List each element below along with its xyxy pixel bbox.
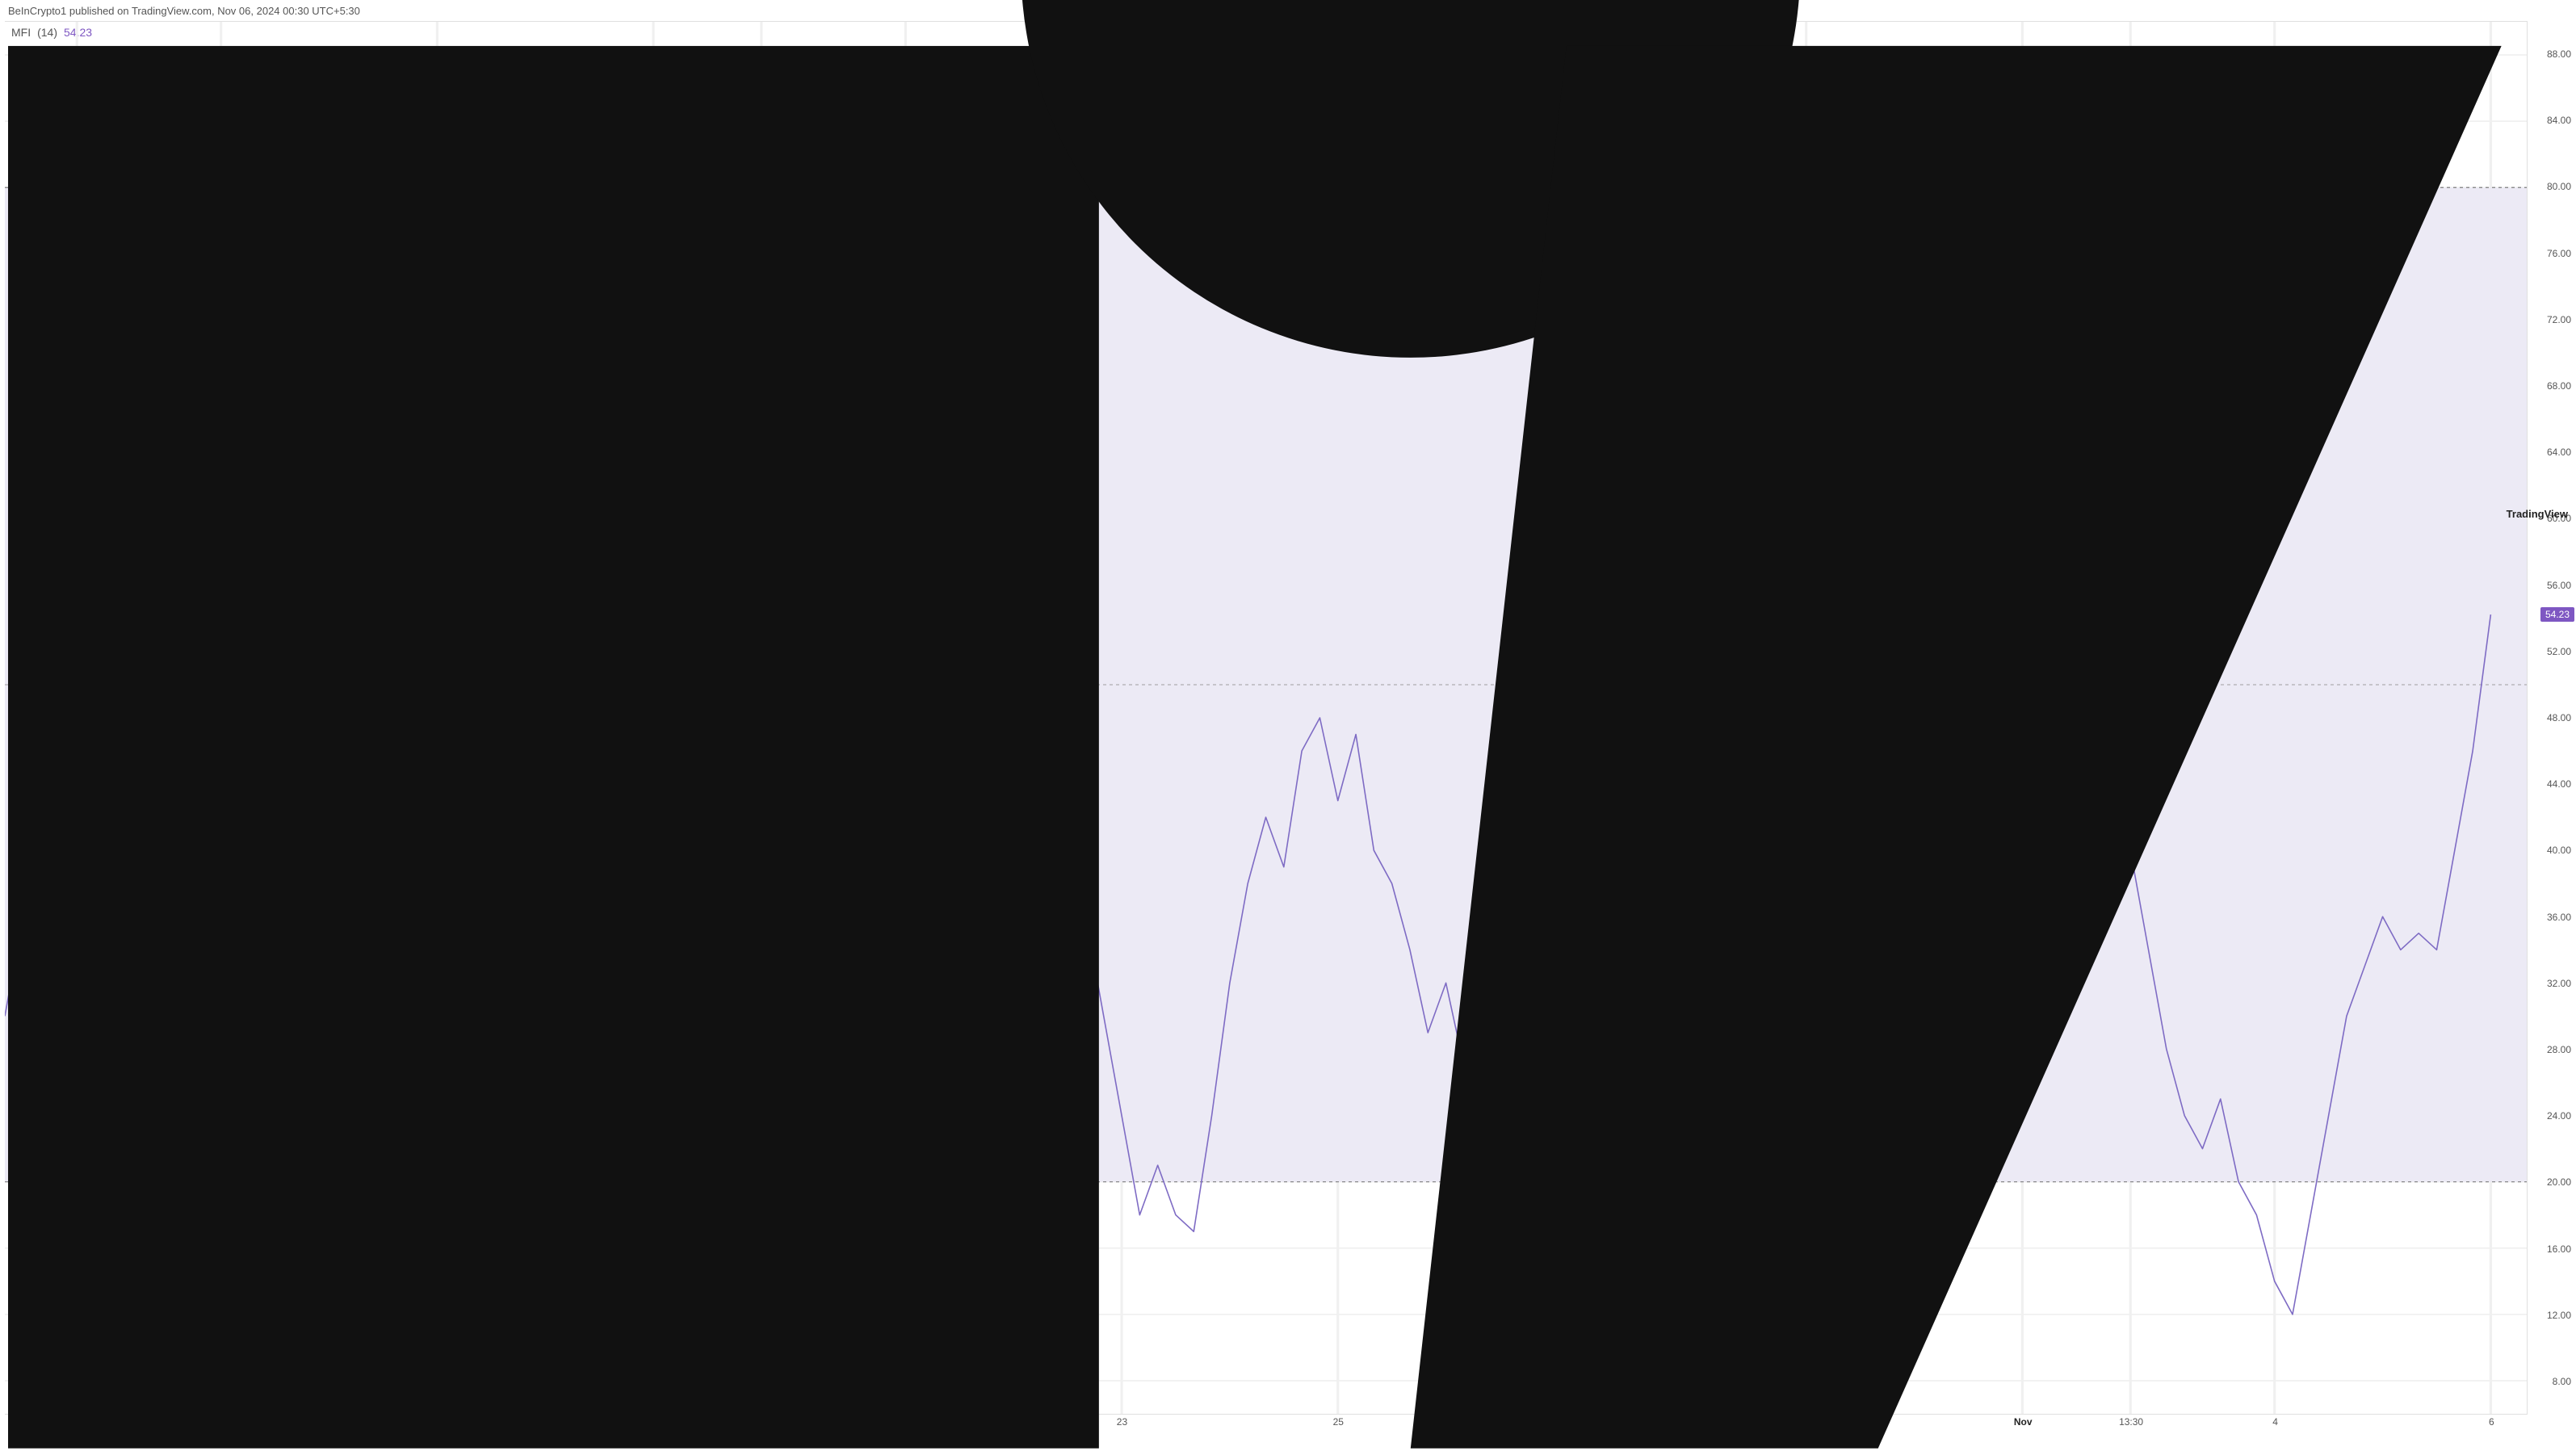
footer-brand-text: TradingView xyxy=(2507,508,2568,520)
tradingview-logo-icon xyxy=(8,0,2502,1449)
chart-container: BeInCrypto1 published on TradingView.com… xyxy=(0,0,2576,1455)
footer-brand[interactable]: TradingView xyxy=(0,0,2576,1455)
